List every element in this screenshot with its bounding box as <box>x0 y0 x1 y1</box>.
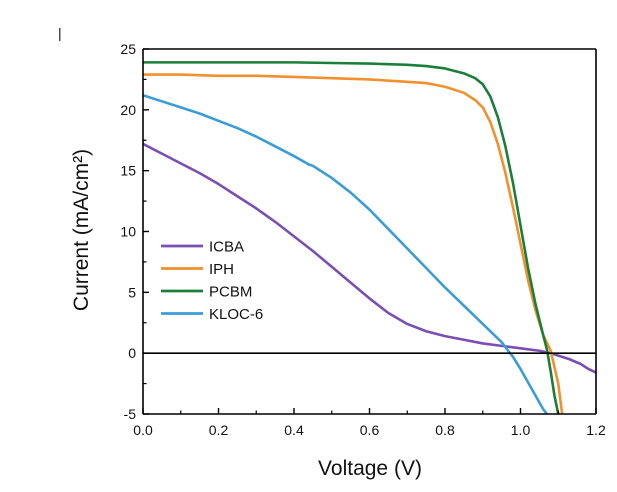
x-tick-label: 0.2 <box>209 422 229 438</box>
legend-label-kloc-6: KLOC-6 <box>209 306 263 323</box>
axes-layer <box>142 48 597 415</box>
y-tick-label: 20 <box>120 102 136 118</box>
x-tick-label: 1.2 <box>586 422 606 438</box>
y-tick-label: -5 <box>124 406 137 422</box>
x-tick-label: 0.0 <box>133 422 153 438</box>
legend-label-iph: IPH <box>209 261 234 278</box>
series-line-pcbm <box>143 61 560 414</box>
y-tick-label: 0 <box>128 345 136 361</box>
x-tick-label: 0.4 <box>284 422 304 438</box>
panel-mark: | <box>58 25 62 41</box>
x-tick-label: 0.6 <box>360 422 380 438</box>
series-line-icba <box>143 142 596 374</box>
y-tick-label: 25 <box>120 41 136 57</box>
series-line-kloc-6 <box>143 93 549 414</box>
y-tick-label: 15 <box>120 163 136 179</box>
legend-label-icba: ICBA <box>209 239 244 256</box>
y-tick-label: 10 <box>120 224 136 240</box>
x-tick-label: 1.0 <box>511 422 531 438</box>
x-axis-title: Voltage (V) <box>318 457 422 480</box>
legend: ICBA IPH PCBM KLOC-6 <box>161 239 263 323</box>
ticks-layer: 0.0 0.2 0.4 0.6 0.8 1.0 1.2 -5 0 5 10 15 20 25 <box>120 41 606 438</box>
x-tick-label: 0.8 <box>435 422 455 438</box>
y-tick-label: 5 <box>128 284 136 300</box>
legend-label-pcbm: PCBM <box>209 284 252 301</box>
series-layer <box>143 61 596 414</box>
y-axis-title: Current (mA/cm²) <box>70 149 93 311</box>
